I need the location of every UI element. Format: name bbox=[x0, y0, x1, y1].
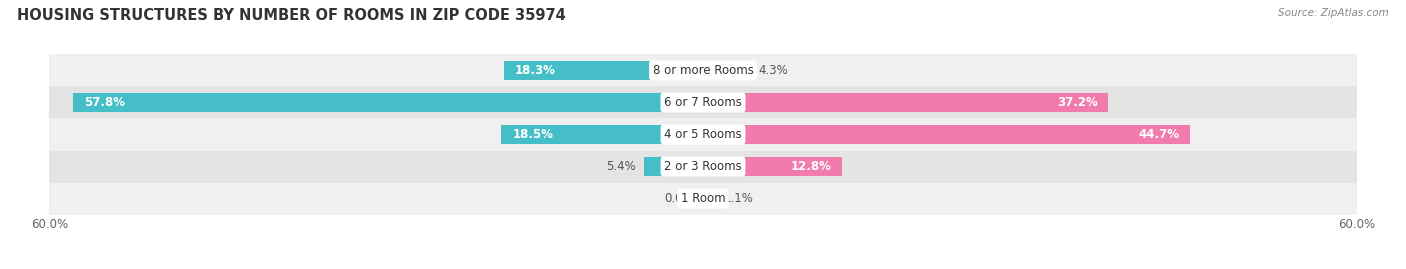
Bar bbox=[73, 93, 703, 112]
Bar bbox=[502, 125, 703, 144]
Bar bbox=[703, 61, 749, 80]
Bar bbox=[49, 118, 1357, 151]
Bar bbox=[49, 151, 1357, 183]
Bar bbox=[703, 93, 1108, 112]
Text: 5.4%: 5.4% bbox=[606, 160, 636, 173]
Bar bbox=[703, 189, 716, 208]
Bar bbox=[49, 54, 1357, 86]
Text: 12.8%: 12.8% bbox=[790, 160, 831, 173]
Bar bbox=[644, 157, 703, 176]
Text: 8 or more Rooms: 8 or more Rooms bbox=[652, 64, 754, 77]
Text: 4.3%: 4.3% bbox=[759, 64, 789, 77]
Bar bbox=[703, 125, 1189, 144]
Text: 18.5%: 18.5% bbox=[512, 128, 554, 141]
Text: 57.8%: 57.8% bbox=[84, 96, 125, 109]
Text: 18.3%: 18.3% bbox=[515, 64, 555, 77]
Text: HOUSING STRUCTURES BY NUMBER OF ROOMS IN ZIP CODE 35974: HOUSING STRUCTURES BY NUMBER OF ROOMS IN… bbox=[17, 8, 565, 23]
Bar bbox=[703, 157, 842, 176]
Text: 0.0%: 0.0% bbox=[665, 192, 695, 205]
Text: 1.1%: 1.1% bbox=[724, 192, 754, 205]
Text: 44.7%: 44.7% bbox=[1139, 128, 1180, 141]
Text: 37.2%: 37.2% bbox=[1057, 96, 1098, 109]
Text: Source: ZipAtlas.com: Source: ZipAtlas.com bbox=[1278, 8, 1389, 18]
Text: 4 or 5 Rooms: 4 or 5 Rooms bbox=[664, 128, 742, 141]
Bar bbox=[49, 183, 1357, 215]
Bar bbox=[49, 86, 1357, 118]
Bar bbox=[503, 61, 703, 80]
Text: 2 or 3 Rooms: 2 or 3 Rooms bbox=[664, 160, 742, 173]
Text: 1 Room: 1 Room bbox=[681, 192, 725, 205]
Text: 6 or 7 Rooms: 6 or 7 Rooms bbox=[664, 96, 742, 109]
